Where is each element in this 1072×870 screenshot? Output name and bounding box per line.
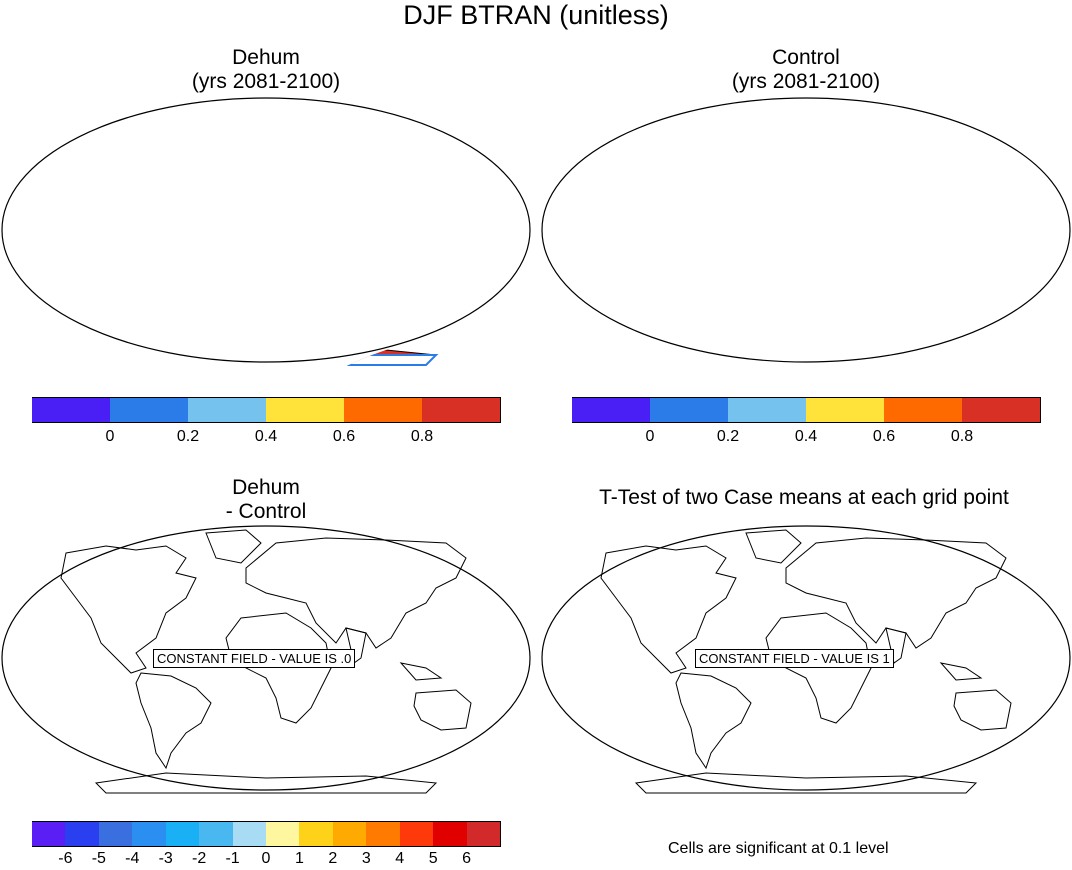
main-title: DJF BTRAN (unitless) [403, 0, 669, 30]
colorbar-diff-tick-label: 3 [361, 850, 371, 867]
colorbar-control-swatch [962, 397, 1041, 423]
panel-title-line1: Control [772, 46, 840, 69]
colorbar-dehum-tick-label: 0.6 [332, 428, 356, 445]
colorbar-dehum-tick-label: 0.8 [410, 428, 434, 445]
colorbar-diff-swatch [165, 821, 201, 847]
constant-field-note-diff: CONSTANT FIELD - VALUE IS .0 [153, 649, 356, 668]
panel-title-diff: Dehum - Control [86, 476, 446, 524]
panel-title-control: Control (yrs 2081-2100) [626, 46, 986, 94]
map-dehum [1, 97, 531, 366]
colorbar-control-tick-label: 0.8 [950, 428, 974, 445]
colorbar-diff-swatch [98, 821, 134, 847]
map-control [541, 97, 1071, 363]
colorbar-diff-swatch [232, 821, 267, 847]
colorbar-diff-swatch [199, 821, 234, 847]
colorbar-dehum-swatch [32, 397, 111, 423]
colorbar-dehum-tick-label: 0 [105, 428, 115, 445]
colorbar-dehum-tick-label: 0.4 [254, 428, 278, 445]
colorbar-control-tick-label: 0.4 [794, 428, 818, 445]
colorbar-diff-tick-label: 2 [328, 850, 338, 867]
colorbar-control [572, 397, 1041, 423]
colorbar-control-tick-label: 0.2 [716, 428, 740, 445]
colorbar-control-swatch [572, 397, 651, 423]
colorbar-diff-tick-label: -6 [58, 850, 73, 867]
colorbar-diff-swatch [266, 821, 301, 847]
colorbar-dehum [32, 397, 501, 423]
colorbar-diff-tick-label: -5 [91, 850, 106, 867]
colorbar-control-swatch [728, 397, 807, 423]
colorbar-diff-tick-label: -3 [158, 850, 173, 867]
colorbar-dehum-swatch [110, 397, 189, 423]
colorbar-diff-swatch [65, 821, 100, 847]
colorbar-diff-swatch [132, 821, 167, 847]
colorbar-control-swatch [806, 397, 885, 423]
colorbar-dehum-swatch [188, 397, 267, 423]
panel-title-dehum: Dehum (yrs 2081-2100) [86, 46, 446, 94]
colorbar-diff-swatch [32, 821, 67, 847]
panel-title-line2: (yrs 2081-2100) [191, 70, 341, 93]
colorbar-diff-labels: -6 -5 -4 -3 -2 -1 0 1 2 3 4 5 6 [32, 850, 500, 870]
colorbar-diff-tick-label: -4 [125, 850, 140, 867]
colorbar-control-swatch [884, 397, 963, 423]
colorbar-dehum-swatch [422, 397, 501, 423]
colorbar-diff-swatch [433, 821, 468, 847]
colorbar-diff-tick-label: 5 [428, 850, 438, 867]
colorbar-diff-tick-label: -1 [225, 850, 240, 867]
colorbar-diff-swatch [366, 821, 401, 847]
colorbar-control-swatch [650, 397, 729, 423]
panel-title-line1: Dehum [232, 46, 300, 69]
colorbar-dehum-swatch [266, 397, 345, 423]
colorbar-dehum-swatch [344, 397, 423, 423]
colorbar-dehum-tick-label: 0.2 [176, 428, 200, 445]
colorbar-diff-tick-label: 6 [462, 850, 472, 867]
colorbar-diff-swatch [466, 821, 501, 847]
colorbar-diff-tick-label: 1 [294, 850, 304, 867]
significance-footnote: Cells are significant at 0.1 level [668, 840, 889, 857]
panel-title-ttest: T-Test of two Case means at each grid po… [599, 486, 1009, 509]
panel-title-line2: - Control [225, 500, 307, 523]
panel-title-line1: Dehum [232, 476, 300, 499]
colorbar-control-labels: 0 0.2 0.4 0.6 0.8 [572, 428, 1040, 448]
colorbar-control-tick-label: 0 [645, 428, 655, 445]
colorbar-diff-tick-label: -2 [192, 850, 207, 867]
constant-field-note-ttest: CONSTANT FIELD - VALUE IS 1 [695, 649, 894, 668]
colorbar-diff-swatch [332, 821, 368, 847]
colorbar-dehum-labels: 0 0.2 0.4 0.6 0.8 [32, 428, 500, 448]
colorbar-diff-tick-label: 0 [261, 850, 271, 867]
colorbar-diff [32, 821, 501, 847]
colorbar-control-tick-label: 0.6 [872, 428, 896, 445]
colorbar-diff-swatch [299, 821, 334, 847]
colorbar-diff-tick-label: 4 [395, 850, 405, 867]
colorbar-diff-swatch [399, 821, 435, 847]
panel-title-line2: (yrs 2081-2100) [731, 70, 881, 93]
